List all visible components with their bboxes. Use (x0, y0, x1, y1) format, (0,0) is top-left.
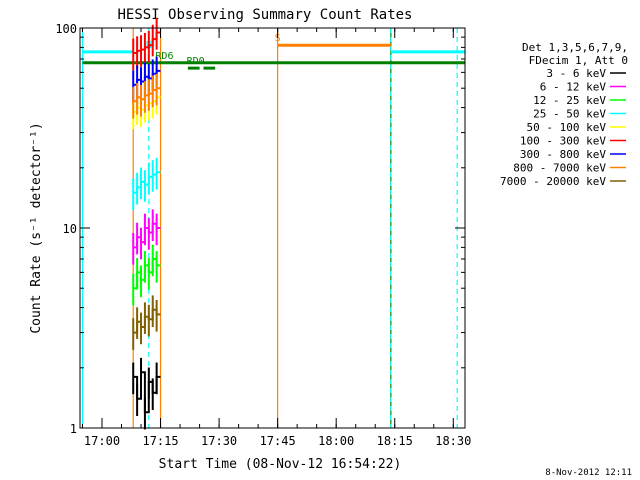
legend-entry-label-8: 7000 - 20000 keV (500, 175, 606, 188)
x-axis-label: Start Time (08-Nov-12 16:54:22) (159, 457, 402, 472)
x-tick-label-5: 18:15 (377, 434, 413, 448)
x-tick-label-3: 17:45 (260, 434, 296, 448)
legend-header-1: FDecim 1, Att 0 (529, 54, 628, 67)
legend-entry-label-1: 6 - 12 keV (540, 81, 607, 94)
legend-entry-label-6: 300 - 800 keV (520, 148, 606, 161)
x-tick-label-4: 18:00 (318, 434, 354, 448)
y-tick-label-2: 100 (55, 22, 77, 36)
chart-title: HESSI Observing Summary Count Rates (117, 7, 412, 23)
x-tick-label-6: 18:30 (435, 434, 471, 448)
x-tick-label-1: 17:15 (142, 434, 178, 448)
axes: 1 10 100 17:00 17:15 17:30 17:45 18:00 18:15 18:3… (55, 22, 471, 448)
legend: Det 1,3,5,6,7,9,FDecim 1, Att 03 - 6 keV… (500, 41, 628, 188)
footer-timestamp: 8-Nov-2012 12:11 (545, 468, 632, 478)
legend-entry-label-4: 50 - 100 keV (527, 121, 607, 134)
x-tick-label-0: 17:00 (84, 434, 120, 448)
flag-s-label: S (275, 33, 281, 44)
legend-entry-label-2: 12 - 25 keV (533, 94, 606, 107)
legend-entry-label-0: 3 - 6 keV (546, 67, 606, 80)
legend-entry-label-5: 100 - 300 keV (520, 135, 606, 148)
x-tick-label-2: 17:30 (201, 434, 237, 448)
plot-area: RD0RD6NS (81, 18, 465, 430)
y-tick-label-1: 10 (63, 222, 77, 236)
legend-entry-label-7: 800 - 7000 keV (513, 162, 606, 175)
legend-entry-label-3: 25 - 50 keV (533, 108, 606, 121)
legend-header-0: Det 1,3,5,6,7,9, (522, 41, 628, 54)
y-axis-label: Count Rate (s⁻¹ detector⁻¹) (29, 122, 44, 333)
y-tick-label-0: 1 (70, 422, 77, 436)
flag-rd6-label: RD6 (155, 51, 173, 62)
